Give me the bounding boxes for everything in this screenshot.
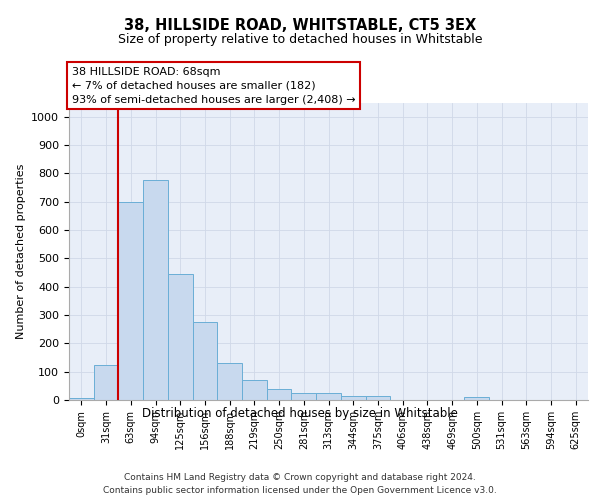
Bar [292, 393, 316, 400]
Bar [464, 398, 489, 400]
Bar [118, 202, 143, 400]
Bar [143, 180, 168, 400]
Text: Distribution of detached houses by size in Whitstable: Distribution of detached houses by size … [142, 408, 458, 420]
Bar [365, 396, 390, 400]
Bar [168, 274, 193, 400]
Text: Size of property relative to detached houses in Whitstable: Size of property relative to detached ho… [118, 32, 482, 46]
Bar [217, 362, 242, 400]
Text: 38 HILLSIDE ROAD: 68sqm
← 7% of detached houses are smaller (182)
93% of semi-de: 38 HILLSIDE ROAD: 68sqm ← 7% of detached… [71, 67, 355, 105]
Bar [316, 393, 341, 400]
Bar [94, 364, 118, 400]
Y-axis label: Number of detached properties: Number of detached properties [16, 164, 26, 339]
Bar [242, 380, 267, 400]
Bar [193, 322, 217, 400]
Bar [267, 388, 292, 400]
Bar [69, 398, 94, 400]
Text: Contains public sector information licensed under the Open Government Licence v3: Contains public sector information licen… [103, 486, 497, 495]
Bar [341, 396, 365, 400]
Text: 38, HILLSIDE ROAD, WHITSTABLE, CT5 3EX: 38, HILLSIDE ROAD, WHITSTABLE, CT5 3EX [124, 18, 476, 32]
Text: Contains HM Land Registry data © Crown copyright and database right 2024.: Contains HM Land Registry data © Crown c… [124, 472, 476, 482]
